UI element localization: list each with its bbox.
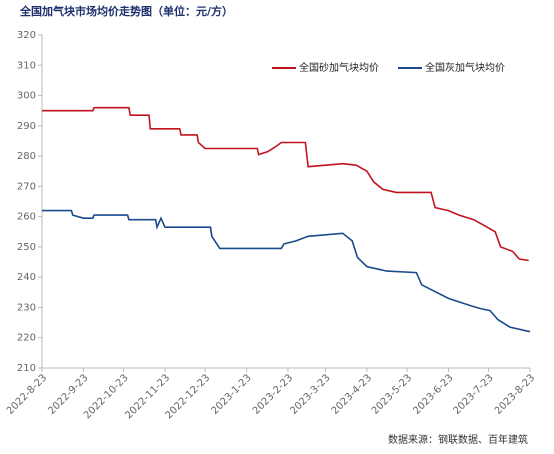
x-tick-label: 2023-3-23	[288, 372, 332, 416]
x-tick-label: 2023-8-23	[493, 372, 537, 416]
x-tick-label: 2023-6-23	[411, 372, 455, 416]
y-tick-label: 290	[17, 121, 36, 132]
series-line	[42, 106, 529, 262]
x-tick-label: 2023-5-23	[370, 372, 414, 416]
y-tick-label: 240	[17, 272, 36, 283]
y-tick-label: 320	[17, 30, 36, 41]
legend-label: 全国砂加气块均价	[299, 61, 379, 74]
x-tick-label: 2023-1-23	[209, 372, 253, 416]
y-tick-label: 280	[17, 151, 36, 162]
chart-title: 全国加气块市场均价走势图（单位：元/方）	[19, 4, 233, 18]
y-tick-label: 310	[17, 60, 36, 71]
y-tick-label: 250	[17, 242, 36, 253]
y-tick-label: 210	[17, 363, 36, 374]
y-tick-label: 260	[17, 212, 36, 223]
series-line	[42, 209, 531, 333]
y-tick-label: 230	[17, 302, 36, 313]
x-tick-label: 2023-4-23	[330, 372, 374, 416]
source-note: 数据来源：钢联数据、百年建筑	[388, 433, 528, 446]
legend-label: 全国灰加气块均价	[425, 61, 505, 74]
x-tick-label: 2022-8-23	[5, 372, 49, 416]
x-tick-label: 2023-7-23	[451, 372, 495, 416]
y-tick-label: 220	[17, 333, 36, 344]
y-tick-label: 270	[17, 181, 36, 192]
y-tick-label: 300	[17, 91, 36, 102]
